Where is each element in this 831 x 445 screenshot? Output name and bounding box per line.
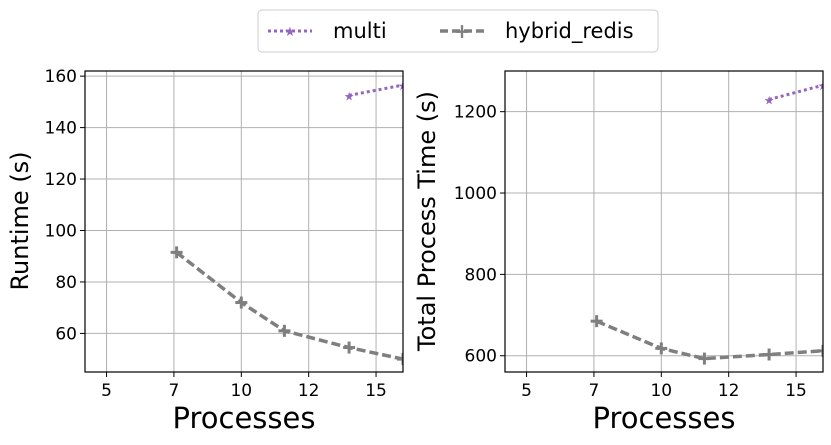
total-process-time-point-hybrid-redis [655,342,668,355]
runtime-x-tick-label: 12 [298,381,320,401]
runtime-y-tick-label: 120 [45,170,77,190]
runtime-point-hybrid-redis [170,246,183,259]
legend-marker-multi: ★ [284,25,296,40]
runtime-y-tick-label: 140 [45,119,77,139]
total-process-time-x-tick-label: 7 [589,381,600,401]
runtime-point-hybrid-redis [278,324,291,337]
runtime-x-tick-label: 10 [230,381,252,401]
legend: ★ multi + hybrid_redis [257,9,659,53]
total-process-time-point-hybrid-redis [817,344,823,357]
runtime-series: ★★ [170,79,409,366]
total-process-time-x-tick-label: 5 [521,381,532,401]
total-process-time-plot-frame [504,70,824,373]
legend-marker-hybrid-redis: + [454,19,471,43]
legend-label-multi: multi [333,19,387,43]
total-process-time-series: ★★ [590,79,829,365]
runtime-y-tick-label: 60 [55,324,77,344]
runtime-x-axis-title: Processes [173,401,316,435]
runtime-x-tick-label: 7 [169,381,180,401]
total-process-time-point-hybrid-redis [763,348,776,361]
runtime-plot-frame [84,70,404,373]
runtime-ticks: 5 7 10 12 15 60 80 100 120 140 160 [45,67,387,401]
runtime-x-tick-label: 5 [101,381,112,401]
runtime-point-hybrid-redis [343,341,356,354]
runtime-point-hybrid-redis [235,296,248,309]
runtime-y-tick-label: 100 [45,222,77,242]
total-process-time-point-hybrid-redis [698,352,711,365]
runtime-point-hybrid-redis [397,353,403,366]
total-process-time-x-tick-label: 15 [785,381,807,401]
total-process-time-y-tick-label: 1200 [454,103,497,123]
total-process-time-y-tick-label: 1000 [454,184,497,204]
total-process-time-y-tick-label: 800 [465,265,497,285]
runtime-point-multi: ★ [344,89,355,103]
total-process-time-x-axis-title: Processes [593,401,736,435]
runtime-series-line-hybrid-redis [175,251,403,361]
runtime-y-tick-label: 160 [45,67,77,87]
legend-label-hybrid-redis: hybrid_redis [505,19,634,44]
runtime-point-multi: ★ [398,79,409,93]
total-process-time-point-multi: ★ [764,93,775,107]
total-process-time-grid [505,71,823,372]
total-process-time-x-tick-label: 12 [718,381,740,401]
total-process-time-point-multi: ★ [818,79,829,93]
runtime-y-axis-title: Runtime (s) [6,151,34,290]
total-process-time-x-tick-label: 10 [650,381,672,401]
runtime-grid [85,71,403,372]
runtime-x-tick-label: 15 [365,381,387,401]
total-process-time-ticks: 5 7 10 12 15 600 800 1000 1200 [454,103,807,401]
total-process-time-point-hybrid-redis [590,315,603,328]
runtime-y-tick-label: 80 [55,273,77,293]
total-process-time-y-tick-label: 600 [465,347,497,367]
total-process-time-series-line-hybrid-redis [595,319,823,361]
total-process-time-y-axis-title: Total Process Time (s) [413,91,441,352]
